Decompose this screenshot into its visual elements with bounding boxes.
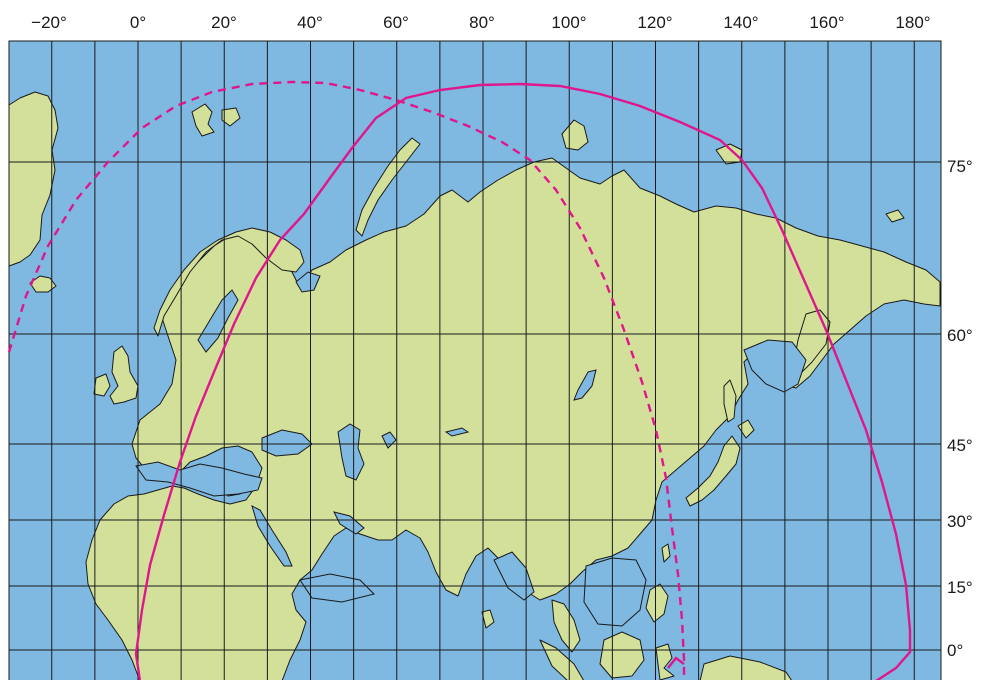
- scandinavia-landmass: [153, 227, 305, 337]
- philippines-islands: [645, 583, 669, 623]
- sri-lanka-island: [481, 609, 495, 629]
- latitude-label: 45°: [947, 436, 973, 455]
- longitude-label: 160°: [809, 13, 844, 32]
- longitude-label: 140°: [723, 13, 758, 32]
- graticule-labels: −20° 0° 20° 40° 60° 80° 100° 120° 140° 1…: [31, 13, 973, 660]
- persian-gulf: [333, 511, 365, 535]
- latitude-label: 15°: [947, 578, 973, 597]
- malay-peninsula: [551, 599, 581, 653]
- sakhalin-island: [723, 379, 737, 423]
- greenland-landmass: [8, 91, 59, 267]
- great-britain-landmass: [109, 345, 139, 405]
- graticule-grid: [8, 40, 942, 680]
- coverage-boundary-dashed: [7, 80, 686, 680]
- japan-landmass: [685, 435, 741, 507]
- coverage-boundary-segment: [667, 656, 685, 669]
- latitude-label: 30°: [947, 512, 973, 531]
- wrangel-island: [885, 209, 905, 223]
- longitude-label: 100°: [551, 13, 586, 32]
- longitude-label: 20°: [211, 13, 237, 32]
- latitude-label: 0°: [947, 641, 963, 660]
- inland-waters: [135, 271, 807, 627]
- new-guinea-island: [699, 655, 792, 680]
- iceland-landmass: [29, 275, 57, 293]
- latitude-label: 60°: [947, 326, 973, 345]
- latitude-label: 75°: [947, 157, 973, 176]
- south-china-sea: [583, 557, 647, 627]
- longitude-label: 40°: [297, 13, 323, 32]
- lake-balkhash: [444, 427, 470, 437]
- longitude-label: 180°: [895, 13, 930, 32]
- ireland-landmass: [93, 373, 111, 397]
- mediterranean-sea: [135, 461, 263, 497]
- white-sea: [295, 271, 321, 293]
- svalbard-small-island: [221, 107, 241, 127]
- baltic-sea: [197, 289, 239, 353]
- svalbard-landmass: [191, 103, 215, 137]
- longitude-label: 80°: [469, 13, 495, 32]
- longitude-label: 120°: [637, 13, 672, 32]
- longitude-label: 60°: [383, 13, 409, 32]
- severnaya-zemlya-landmass: [561, 119, 589, 151]
- bay-of-bengal: [493, 551, 535, 601]
- lake-baikal: [573, 369, 597, 401]
- longitude-label: 0°: [130, 13, 146, 32]
- red-sea: [251, 505, 293, 567]
- coverage-boundary-solid: [134, 82, 912, 680]
- sea-of-okhotsk: [743, 339, 807, 393]
- gulf-of-aden: [299, 573, 375, 603]
- sulawesi-island: [655, 643, 675, 680]
- borneo-island: [599, 631, 645, 679]
- longitude-label: −20°: [31, 13, 67, 32]
- coverage-boundaries: [7, 80, 912, 680]
- taiwan-island: [661, 543, 671, 563]
- black-sea: [261, 429, 313, 457]
- map-frame: [8, 40, 942, 680]
